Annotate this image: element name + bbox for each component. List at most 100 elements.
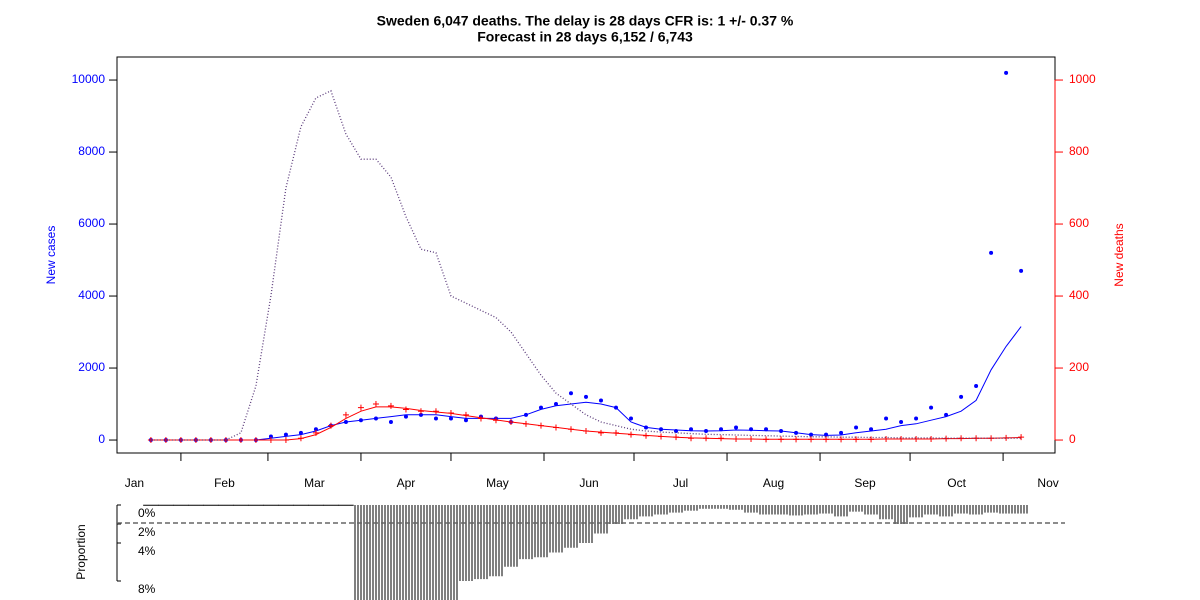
- death-point: [402, 406, 409, 413]
- y-tick-label: 0%: [138, 506, 156, 520]
- case-point: [538, 405, 543, 410]
- death-point: [357, 404, 364, 411]
- case-point: [1004, 70, 1009, 75]
- y-tick-label: 10000: [72, 72, 106, 86]
- bar: [383, 505, 399, 600]
- x-tick-label: Nov: [1037, 476, 1058, 490]
- bar: [233, 504, 249, 506]
- case-point: [914, 416, 919, 421]
- bar: [833, 505, 849, 517]
- case-point: [854, 425, 859, 430]
- bar: [908, 505, 924, 518]
- bar: [458, 505, 474, 581]
- bar: [728, 505, 744, 510]
- chart-title: Sweden 6,047 deaths. The delay is 28 day…: [377, 13, 794, 29]
- series-line: [150, 89, 1022, 441]
- bar: [173, 504, 189, 506]
- bar: [788, 505, 804, 516]
- case-point: [899, 420, 904, 425]
- case-point: [283, 432, 288, 437]
- bar: [623, 505, 639, 520]
- bar: [773, 505, 789, 515]
- x-tick-label: Jan: [125, 476, 144, 490]
- x-tick-label: May: [486, 476, 509, 490]
- bar: [428, 505, 444, 600]
- bar: [503, 505, 519, 567]
- y-tick-label: 2%: [138, 525, 156, 539]
- bars: [143, 504, 1029, 600]
- death-point: [387, 402, 394, 409]
- y-tick-label: 0: [98, 432, 105, 446]
- death-point: [372, 401, 379, 408]
- case-point: [629, 416, 634, 421]
- bar: [353, 505, 369, 600]
- bar: [488, 505, 504, 577]
- death-point: [417, 408, 424, 415]
- y2-tick-label: 1000: [1069, 72, 1096, 86]
- case-point: [869, 427, 874, 432]
- bar: [263, 504, 279, 506]
- x-tick-label: Aug: [763, 476, 784, 490]
- case-point: [463, 418, 468, 423]
- bar: [938, 505, 954, 517]
- x-tick-label: Oct: [947, 476, 966, 490]
- y-axis-label: New cases: [44, 226, 58, 285]
- bar: [683, 505, 699, 511]
- bar: [593, 505, 609, 534]
- bar: [158, 504, 174, 506]
- bar: [368, 505, 384, 600]
- x-tick-label: Apr: [397, 476, 416, 490]
- bar: [548, 505, 564, 553]
- case-point: [433, 416, 438, 421]
- death-point: [432, 408, 439, 415]
- case-point: [929, 405, 934, 410]
- case-point: [388, 420, 393, 425]
- bar: [188, 504, 204, 506]
- bar: [803, 505, 819, 515]
- bar: [443, 505, 459, 600]
- y-tick-label: 4%: [138, 544, 156, 558]
- x-tick-label: Sep: [854, 476, 876, 490]
- case-point: [1019, 268, 1024, 273]
- bar: [653, 505, 669, 515]
- case-point: [553, 402, 558, 407]
- case-point: [734, 425, 739, 430]
- case-point: [448, 416, 453, 421]
- bar: [578, 505, 594, 543]
- bar: [668, 505, 684, 513]
- bar: [398, 505, 414, 600]
- case-point: [839, 430, 844, 435]
- bar: [338, 504, 354, 506]
- case-point: [824, 432, 829, 437]
- bar: [143, 504, 159, 506]
- bar: [1013, 505, 1029, 514]
- bar: [863, 505, 879, 515]
- bar: [818, 505, 834, 514]
- bar: [758, 505, 774, 515]
- case-point: [959, 394, 964, 399]
- bar: [473, 505, 489, 580]
- bar: [893, 505, 909, 524]
- bar: [308, 504, 324, 506]
- y2-tick-label: 600: [1069, 216, 1089, 230]
- y-tick-label: 8%: [138, 582, 156, 596]
- y2-tick-label: 0: [1069, 432, 1076, 446]
- bar: [713, 505, 729, 509]
- case-point: [584, 394, 588, 399]
- series-line: [150, 406, 1022, 441]
- x-tick-label: Feb: [214, 476, 235, 490]
- bar: [218, 504, 234, 506]
- y-tick-label: 6000: [78, 216, 105, 230]
- y-tick-label: 2000: [78, 360, 105, 374]
- death-point: [342, 411, 349, 418]
- x-tick-label: Jul: [673, 476, 688, 490]
- y-axis-label: Proportion: [74, 524, 88, 579]
- x-tick-label: Mar: [304, 476, 325, 490]
- case-point: [974, 384, 979, 389]
- bar: [998, 505, 1014, 514]
- case-point: [884, 416, 889, 421]
- bar: [518, 505, 534, 560]
- series-line: [150, 326, 1022, 441]
- y2-tick-label: 200: [1069, 360, 1089, 374]
